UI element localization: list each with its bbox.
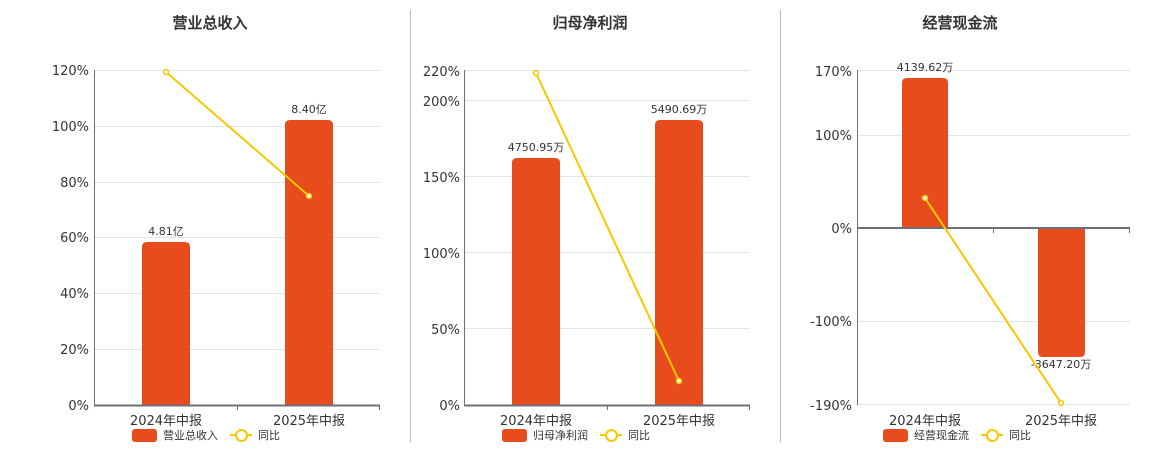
y-tick: 50% — [431, 323, 460, 338]
bar[interactable] — [902, 78, 948, 228]
x-tick: 2025年中报 — [1025, 414, 1097, 429]
y-tick: 0% — [68, 399, 89, 414]
bar[interactable] — [1038, 228, 1085, 357]
panel-separator — [780, 10, 781, 442]
y-tick: -190% — [810, 399, 852, 414]
chart-panel-net-profit: 归母净利润 220% 200% 150% 100% 50% 0% 4750.95… — [410, 0, 780, 450]
chart-plot: 220% 200% 150% 100% 50% 0% 4750.95万 5490… — [423, 65, 750, 429]
x-tick: 2025年中报 — [643, 414, 715, 429]
y-tick: -100% — [810, 315, 852, 330]
y-tick: 60% — [60, 231, 89, 246]
bar-value-label: 4750.95万 — [508, 141, 565, 154]
yoy-point[interactable] — [1057, 399, 1065, 407]
bar[interactable] — [142, 242, 190, 405]
legend-line-icon[interactable] — [981, 428, 1003, 442]
legend-bar-swatch[interactable] — [883, 428, 908, 442]
legend-line-label[interactable]: 同比 — [628, 429, 650, 442]
chart-legend: 经营现金流 同比 — [883, 427, 1031, 443]
y-tick: 100% — [52, 120, 89, 135]
bar[interactable] — [285, 120, 333, 405]
panel-separator — [410, 10, 411, 442]
x-tick: 2024年中报 — [130, 414, 202, 429]
chart-title: 经营现金流 — [922, 14, 998, 32]
yoy-line — [165, 71, 310, 197]
x-tick: 2024年中报 — [889, 414, 961, 429]
chart-panel-operating-cash-flow: 经营现金流 170% 100% 0% -100% -190% 4139.62万 … — [780, 0, 1160, 450]
y-tick: 100% — [423, 247, 460, 262]
chart-legend: 归母净利润 同比 — [502, 427, 650, 443]
x-tick: 2024年中报 — [500, 414, 572, 429]
y-tick: 150% — [423, 171, 460, 186]
y-tick: 220% — [423, 65, 460, 80]
bar[interactable] — [655, 120, 703, 405]
bar-value-label: 8.40亿 — [291, 103, 327, 116]
y-tick: 170% — [815, 65, 852, 80]
chart-title: 归母净利润 — [552, 14, 628, 32]
chart-plot: 170% 100% 0% -100% -190% 4139.62万 -3647.… — [810, 61, 1130, 429]
y-tick: 200% — [423, 95, 460, 110]
y-tick: 40% — [60, 287, 89, 302]
yoy-point[interactable] — [921, 194, 929, 202]
legend-line-label[interactable]: 同比 — [1009, 429, 1031, 442]
legend-line-icon[interactable] — [600, 428, 622, 442]
legend-bar-label[interactable]: 归母净利润 — [533, 429, 588, 442]
yoy-point[interactable] — [162, 68, 170, 76]
legend-bar-label[interactable]: 经营现金流 — [914, 429, 969, 442]
legend-line-label[interactable]: 同比 — [258, 429, 280, 442]
y-tick: 20% — [60, 343, 89, 358]
chart-title: 营业总收入 — [172, 14, 248, 32]
yoy-line — [924, 197, 1062, 404]
chart-legend: 营业总收入 同比 — [132, 427, 280, 443]
y-tick: 120% — [52, 64, 89, 79]
yoy-point[interactable] — [305, 192, 313, 200]
chart-panel-revenue: 营业总收入 120% 100% 80% 60% 40% 20% 0% — [0, 0, 410, 450]
yoy-line — [535, 72, 680, 382]
legend-bar-label[interactable]: 营业总收入 — [163, 429, 218, 442]
bar-value-label: 4139.62万 — [897, 61, 954, 74]
x-tick: 2025年中报 — [273, 414, 345, 429]
legend-line-icon[interactable] — [230, 428, 252, 442]
bar[interactable] — [512, 158, 560, 405]
chart-plot: 120% 100% 80% 60% 40% 20% 0% 4.81亿 8.40亿… — [52, 64, 380, 429]
y-tick: 0% — [831, 222, 852, 237]
bar-value-label: 4.81亿 — [148, 225, 184, 238]
y-tick: 100% — [815, 129, 852, 144]
yoy-point[interactable] — [675, 377, 683, 385]
yoy-point[interactable] — [532, 69, 540, 77]
bar-value-label: 5490.69万 — [651, 103, 708, 116]
legend-bar-swatch[interactable] — [132, 428, 157, 442]
legend-bar-swatch[interactable] — [502, 428, 527, 442]
y-tick: 80% — [60, 176, 89, 191]
bar-value-label: -3647.20万 — [1031, 358, 1091, 371]
y-tick: 0% — [439, 399, 460, 414]
